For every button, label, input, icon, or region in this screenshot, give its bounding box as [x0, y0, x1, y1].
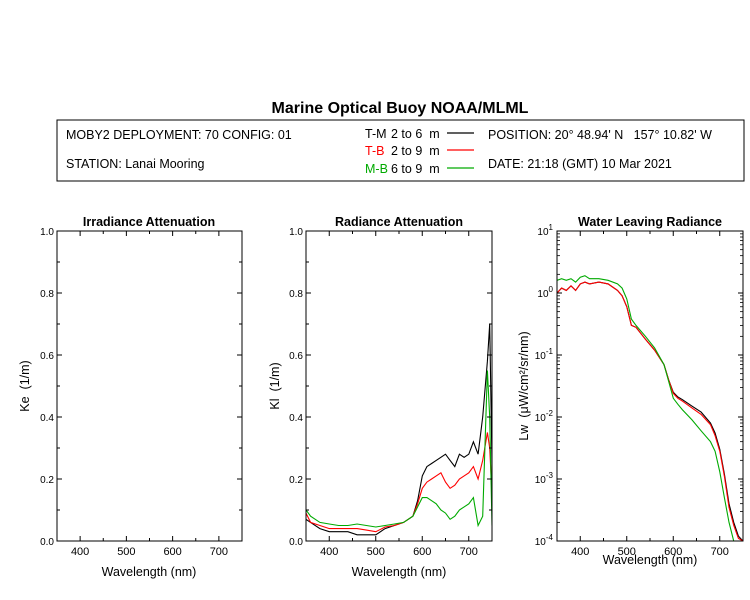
y-tick-label: 100: [537, 285, 553, 300]
y-tick-label: 0.2: [289, 475, 303, 486]
panel-title-radiance: Radiance Attenuation: [335, 215, 463, 229]
legend-range-t-b: 2 to 9 m: [391, 144, 440, 158]
legend-item-m-b: M-B 6 to 9 m: [365, 162, 474, 176]
figure-title: Marine Optical Buoy NOAA/MLML: [272, 100, 529, 117]
x-tick-label: 400: [320, 546, 338, 558]
station-text: STATION: Lanai Mooring: [66, 157, 205, 171]
panel-ylabel-irradiance: Ke (1/m): [18, 360, 32, 411]
panel-irradiance-attenuation: Irradiance Attenuation Wavelength (nm) K…: [18, 215, 243, 579]
panel-xlabel-water-leaving: Wavelength (nm): [603, 553, 698, 567]
legend-item-t-b: T-B 2 to 9 m: [365, 144, 474, 158]
info-box: MOBY2 DEPLOYMENT: 70 CONFIG: 01 STATION:…: [56, 119, 745, 182]
position-text: POSITION: 20° 48.94' N 157° 10.82' W: [488, 128, 712, 142]
legend-range-t-m: 2 to 6 m: [391, 127, 440, 141]
series-line-m-b: [557, 275, 743, 541]
legend-range-m-b: 6 to 9 m: [391, 162, 440, 176]
y-tick-label: 10-2: [535, 409, 554, 424]
x-tick-label: 500: [367, 546, 385, 558]
y-tick-label: 10-1: [535, 347, 554, 362]
deployment-text: MOBY2 DEPLOYMENT: 70 CONFIG: 01: [66, 128, 292, 142]
legend-code-t-b: T-B: [365, 144, 384, 158]
panel-ylabel-radiance: Kl (1/m): [268, 362, 282, 409]
x-tick-label: 600: [413, 546, 431, 558]
panel-xlabel-radiance: Wavelength (nm): [352, 565, 447, 579]
y-tick-label: 0.8: [289, 289, 303, 300]
y-tick-label: 10-4: [535, 533, 554, 548]
series-line-t-b: [557, 281, 743, 541]
panel-title-water-leaving: Water Leaving Radiance: [578, 215, 722, 229]
y-tick-label: 0.0: [40, 537, 54, 548]
series-line-m-b: [306, 370, 492, 528]
x-tick-label: 400: [571, 546, 589, 558]
x-tick-label: 600: [163, 546, 181, 558]
y-tick-label: 1.0: [40, 227, 54, 238]
series-line-t-m: [557, 281, 743, 541]
y-tick-label: 0.4: [289, 413, 303, 424]
date-text: DATE: 21:18 (GMT) 10 Mar 2021: [488, 157, 672, 171]
x-tick-label: 500: [618, 546, 636, 558]
y-tick-label: 0.2: [40, 475, 54, 486]
series-line-t-b: [306, 432, 492, 533]
legend-code-t-m: T-M: [365, 127, 387, 141]
plot-frame-irradiance: [56, 230, 243, 542]
y-tick-label: 10-3: [535, 471, 554, 486]
plot-frame-radiance: [305, 230, 493, 542]
y-tick-label: 101: [537, 223, 553, 238]
x-tick-label: 700: [711, 546, 729, 558]
panel-radiance-attenuation: Radiance Attenuation Wavelength (nm) Kl …: [268, 215, 493, 579]
panel-title-irradiance: Irradiance Attenuation: [83, 215, 215, 229]
y-tick-label: 0.6: [40, 351, 54, 362]
x-tick-label: 500: [117, 546, 135, 558]
y-tick-label: 0.0: [289, 537, 303, 548]
legend: T-M 2 to 6 m T-B 2 to 9 m M-B 6 to 9 m: [365, 127, 474, 176]
x-tick-label: 700: [210, 546, 228, 558]
y-tick-label: 0.8: [40, 289, 54, 300]
panel-ylabel-water-leaving: Lw (μW/cm²/sr/nm): [517, 331, 531, 440]
legend-code-m-b: M-B: [365, 162, 388, 176]
legend-item-t-m: T-M 2 to 6 m: [365, 127, 474, 141]
panel-xlabel-irradiance: Wavelength (nm): [102, 565, 197, 579]
x-tick-label: 600: [664, 546, 682, 558]
y-tick-label: 1.0: [289, 227, 303, 238]
x-tick-label: 700: [460, 546, 478, 558]
y-tick-label: 0.6: [289, 351, 303, 362]
plot-frame-water-leaving: [556, 230, 744, 542]
series-line-t-m: [306, 323, 492, 536]
y-tick-label: 0.4: [40, 413, 54, 424]
panel-water-leaving-radiance: Water Leaving Radiance Wavelength (nm) L…: [517, 215, 744, 567]
x-tick-label: 400: [71, 546, 89, 558]
